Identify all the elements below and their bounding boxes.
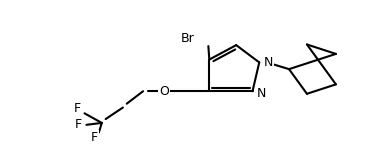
Text: F: F [91, 131, 98, 144]
Text: N: N [264, 56, 273, 69]
Text: N: N [256, 87, 266, 100]
Text: F: F [75, 118, 82, 131]
Text: Br: Br [181, 32, 195, 45]
Text: O: O [159, 85, 169, 98]
Text: F: F [73, 102, 80, 115]
